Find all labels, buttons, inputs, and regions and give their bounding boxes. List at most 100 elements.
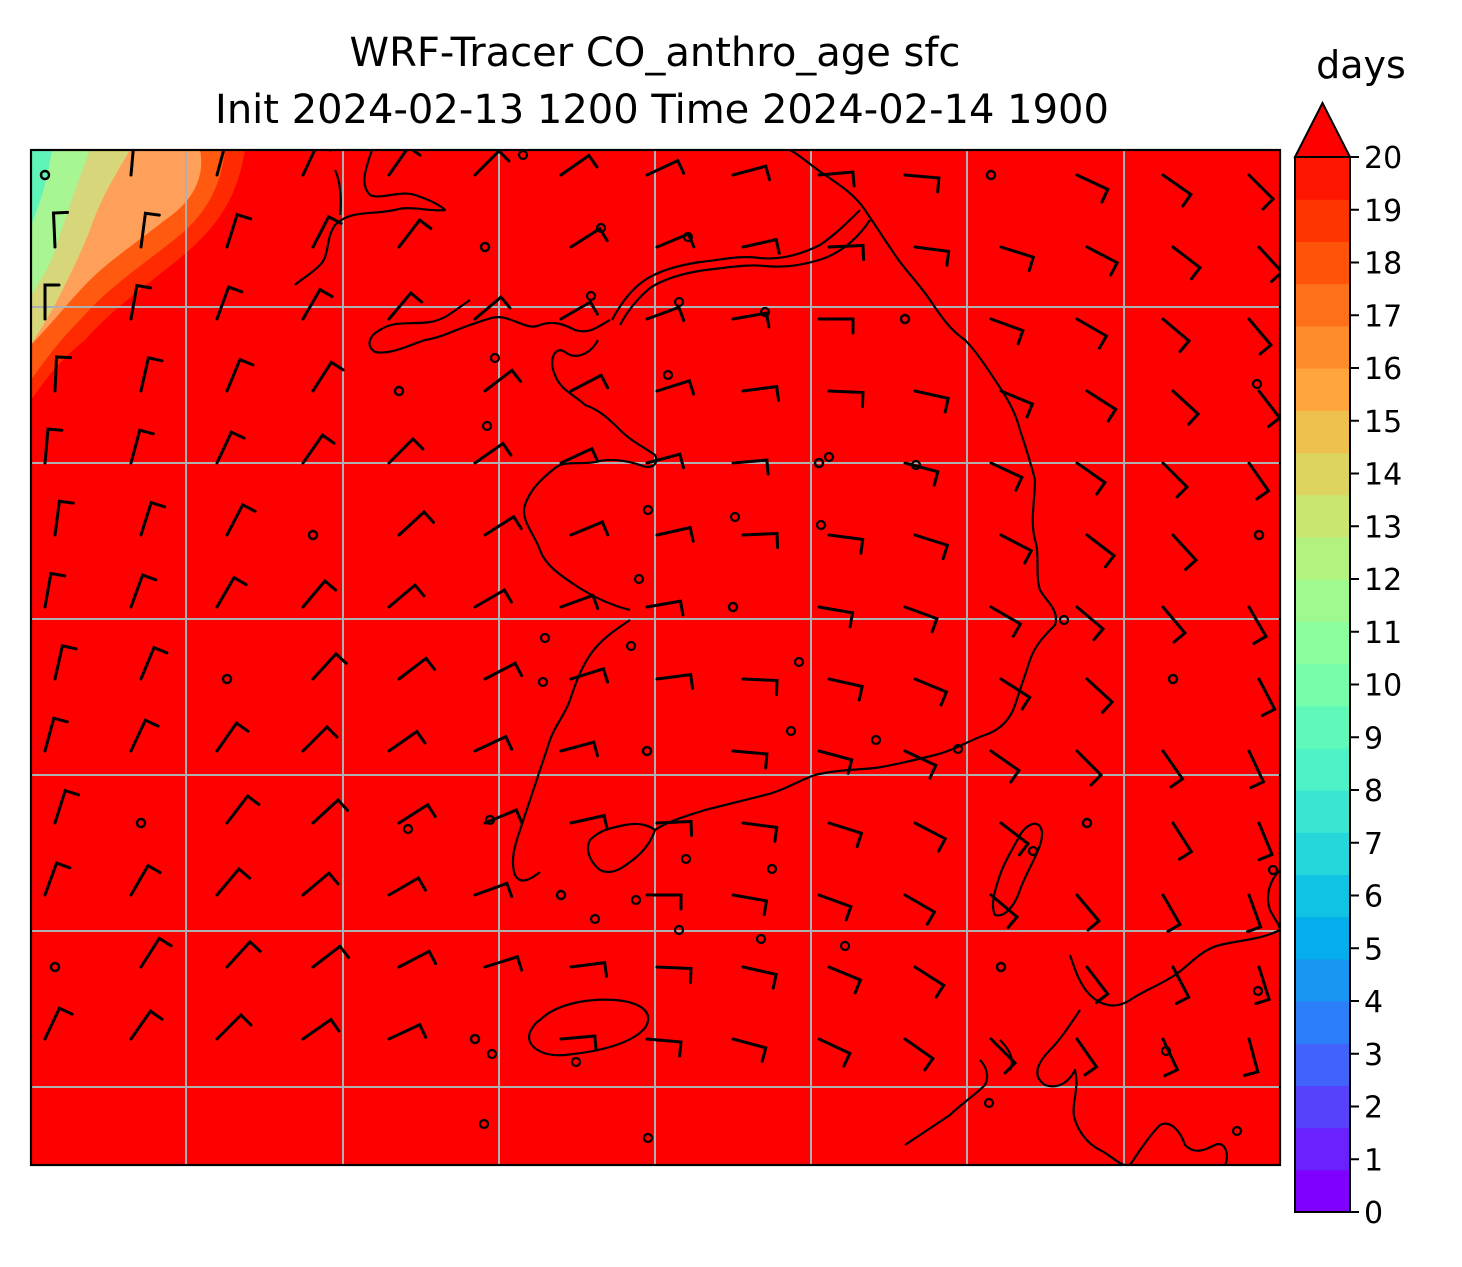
wind-barb xyxy=(989,317,1025,346)
wind-barb xyxy=(1247,461,1271,501)
wind-barb xyxy=(311,214,343,249)
wind-barb xyxy=(311,360,345,393)
colorbar-level xyxy=(1295,536,1350,580)
wind-barb xyxy=(1247,605,1269,645)
wind-barb xyxy=(43,571,67,609)
wind-barb xyxy=(387,436,425,465)
wind-barb xyxy=(301,150,332,177)
wind-barb xyxy=(397,509,435,537)
wind-barb xyxy=(989,461,1024,492)
wind-barb xyxy=(1247,749,1266,790)
wind-barb xyxy=(53,355,72,393)
wind-barb xyxy=(139,645,169,681)
wind-barb xyxy=(387,150,422,177)
wind-barb xyxy=(645,158,686,177)
wind-barb xyxy=(655,232,696,249)
wind-barb xyxy=(1085,389,1118,423)
wind-barb xyxy=(129,573,158,609)
wind-barb xyxy=(645,1037,683,1058)
colorbar-level xyxy=(1295,494,1350,538)
wind-barb xyxy=(989,605,1023,638)
colorbar-tick-label: 18 xyxy=(1364,247,1402,282)
colorbar-tick-label: 8 xyxy=(1364,774,1383,809)
wind-barb xyxy=(731,311,771,329)
wind-barb xyxy=(741,677,779,696)
wind-barb-calm xyxy=(1081,817,1093,829)
wind-barb xyxy=(129,718,160,753)
colorbar-tick-label: 5 xyxy=(1364,932,1383,967)
wind-barb xyxy=(1085,245,1120,277)
wind-barb xyxy=(301,287,334,321)
wind-barb xyxy=(1075,173,1110,204)
colorbar-tick-label: 12 xyxy=(1364,563,1402,598)
wind-barb xyxy=(569,373,610,393)
wind-barb xyxy=(139,500,167,537)
wind-barb xyxy=(129,863,162,897)
wind-barb xyxy=(731,893,769,917)
wind-barb xyxy=(817,893,853,922)
wind-barb xyxy=(301,433,336,465)
wind-barb xyxy=(1161,173,1193,208)
colorbar-unit-label: days xyxy=(1316,43,1406,87)
wind-barbs xyxy=(39,150,1280,1078)
wind-barb xyxy=(53,499,75,537)
colorbar-level xyxy=(1295,1085,1350,1129)
wind-barb xyxy=(731,164,771,182)
map-panel xyxy=(29,148,1282,1167)
wind-barb-calm xyxy=(727,601,739,613)
wind-barb xyxy=(817,749,854,775)
wind-barb xyxy=(1171,245,1203,281)
wind-barb xyxy=(903,749,938,780)
colorbar-tick-label: 0 xyxy=(1364,1196,1383,1231)
colorbar-level xyxy=(1295,663,1350,707)
wind-barb xyxy=(903,461,940,487)
coastlines xyxy=(294,150,1280,1165)
map-frame xyxy=(29,148,1282,1167)
wind-barb xyxy=(129,428,155,465)
wind-barb xyxy=(999,245,1036,273)
wind-barb xyxy=(397,949,438,969)
colorbar-level xyxy=(1295,705,1350,749)
wind-barb xyxy=(1247,317,1274,356)
colorbar-level xyxy=(1295,832,1350,875)
colorbar-tick-label: 16 xyxy=(1364,352,1402,387)
wind-barb xyxy=(215,575,248,609)
wind-barb xyxy=(559,740,599,758)
colorbar-level xyxy=(1295,410,1350,453)
wind-barb xyxy=(129,150,135,177)
wind-barb xyxy=(731,749,769,770)
wind-barb-calm xyxy=(555,889,567,901)
wind-barb xyxy=(139,211,161,249)
wind-barb xyxy=(473,294,512,321)
colorbar-level xyxy=(1295,621,1350,664)
wind-barb xyxy=(817,1037,852,1068)
wind-barb xyxy=(559,1034,598,1052)
wind-barb xyxy=(989,1037,1018,1075)
wind-barb xyxy=(569,813,609,831)
colorbar-level xyxy=(1295,452,1350,496)
wind-barb xyxy=(397,217,433,249)
wind-barb xyxy=(483,514,523,537)
wind-barb xyxy=(387,1022,428,1041)
wind-barb xyxy=(225,502,257,537)
wind-barb-calm xyxy=(49,961,61,973)
wind-barb xyxy=(43,716,69,753)
wind-barb xyxy=(655,378,696,396)
wind-barb xyxy=(1085,677,1115,714)
wind-barb-calm xyxy=(469,1033,481,1045)
wind-barb xyxy=(559,593,600,610)
wind-barb-calm xyxy=(39,169,51,181)
wind-barb xyxy=(999,821,1031,857)
wind-barb xyxy=(225,357,255,393)
wind-barb-calm xyxy=(1167,673,1179,685)
colorbar-level xyxy=(1295,1001,1350,1044)
wind-barb xyxy=(1161,461,1190,499)
wind-barb xyxy=(301,1017,341,1041)
wind-barb xyxy=(225,793,261,825)
wind-barb xyxy=(311,651,348,681)
wind-barb xyxy=(215,1012,253,1041)
wind-barb xyxy=(311,944,350,969)
colorbar-level xyxy=(1295,325,1350,369)
wind-barb xyxy=(1161,1037,1180,1078)
